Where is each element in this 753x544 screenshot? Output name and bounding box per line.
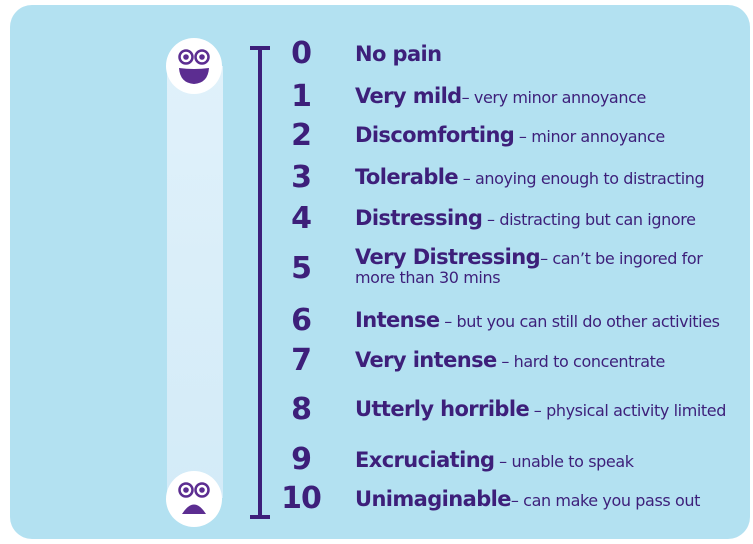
level-description: – can make you pass out [510, 491, 701, 510]
level-number: 0 [291, 36, 312, 71]
level-row: Unimaginable– can make you pass out [355, 487, 745, 511]
scale-bracket-line [258, 46, 262, 519]
level-description: – minor annoyance [514, 127, 665, 146]
scale-bracket [250, 46, 270, 519]
level-row: Excruciating – unable to speak [355, 448, 745, 472]
level-row: Tolerable – anoying enough to distractin… [355, 165, 745, 189]
level-title: Very intense [355, 348, 497, 372]
level-description: – distracting but can ignore [482, 210, 696, 229]
level-description: – unable to speak [494, 452, 634, 471]
level-row: Distressing – distracting but can ignore [355, 206, 745, 230]
level-title: Very mild [355, 84, 462, 108]
level-title: No pain [355, 42, 442, 66]
pain-scale-card [10, 5, 750, 539]
level-number: 3 [291, 160, 312, 195]
level-row: Intense – but you can still do other act… [355, 308, 745, 332]
level-description: – but you can still do other activities [439, 312, 720, 331]
level-number: 8 [291, 392, 312, 427]
happy-face-icon [166, 38, 222, 94]
level-title: Intense [355, 308, 440, 332]
level-title: Very Distressing [355, 245, 541, 269]
level-number: 5 [291, 251, 312, 286]
level-number: 1 [291, 79, 312, 114]
level-row: Utterly horrible – physical activity lim… [355, 397, 745, 421]
level-title: Excruciating [355, 448, 495, 472]
level-description: – hard to concentrate [496, 352, 665, 371]
level-number: 4 [291, 201, 312, 236]
scale-bracket-bottom-cap [250, 515, 270, 519]
level-title: Discomforting [355, 123, 515, 147]
level-description: – very minor annoyance [461, 88, 647, 107]
level-description: – anoying enough to distracting [458, 169, 705, 188]
level-number: 7 [291, 343, 312, 378]
level-description: – physical activity limited [529, 401, 727, 420]
level-number: 2 [291, 118, 312, 153]
level-row: Very mild– very minor annoyance [355, 84, 745, 108]
level-title: Unimaginable [355, 487, 511, 511]
level-row: No pain [355, 42, 745, 66]
level-number: 6 [291, 303, 312, 338]
level-title: Tolerable [355, 165, 459, 189]
level-title: Utterly horrible [355, 397, 530, 421]
level-description: – can’t be ingored for more than 30 mins [355, 249, 703, 288]
level-number: 10 [281, 481, 322, 516]
pain-gradient-bar [167, 66, 223, 498]
level-row: Very Distressing– can’t be ingored for m… [355, 245, 715, 288]
level-number: 9 [291, 442, 312, 477]
level-title: Distressing [355, 206, 483, 230]
level-row: Very intense – hard to concentrate [355, 348, 745, 372]
level-row: Discomforting – minor annoyance [355, 123, 745, 147]
sad-face-icon [166, 471, 222, 527]
